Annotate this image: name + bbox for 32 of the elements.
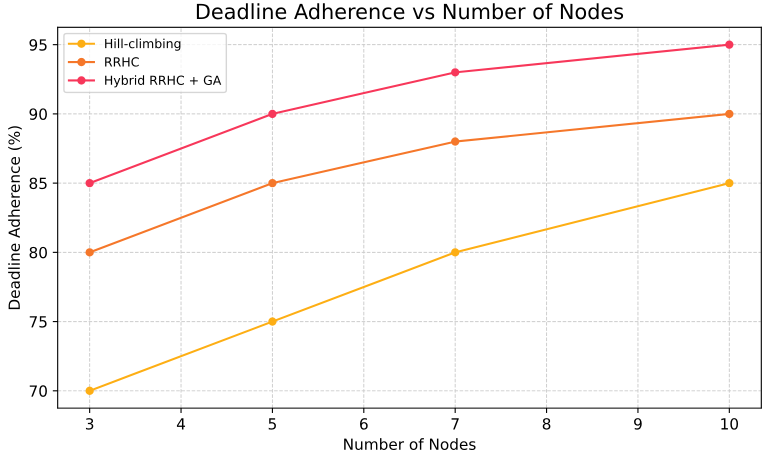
y-tick-label: 85 bbox=[30, 178, 47, 190]
x-tick-label: 5 bbox=[268, 418, 276, 430]
x-tick-label: 4 bbox=[176, 418, 186, 430]
legend-label: RRHC bbox=[105, 57, 139, 67]
point bbox=[725, 178, 734, 188]
x-tick-label: 9 bbox=[634, 418, 642, 430]
x-tick-label: 6 bbox=[360, 418, 368, 430]
y-tick-label: 80 bbox=[30, 246, 47, 258]
x-tick-label: 10 bbox=[721, 418, 738, 430]
x-tick-label: 7 bbox=[452, 418, 459, 430]
point bbox=[85, 248, 94, 257]
y-tick-label: 95 bbox=[29, 39, 47, 51]
x-axis-title: Number of Nodes bbox=[344, 438, 476, 450]
y-tick-label: 90 bbox=[29, 108, 47, 120]
point bbox=[85, 178, 94, 188]
point bbox=[268, 317, 277, 326]
point bbox=[85, 386, 94, 395]
y-tick-label: 75 bbox=[30, 316, 47, 328]
point bbox=[268, 178, 277, 188]
point bbox=[451, 248, 460, 257]
point bbox=[725, 110, 734, 118]
legend-label: Hill-climbing bbox=[105, 38, 180, 51]
point bbox=[451, 137, 460, 146]
point bbox=[725, 40, 734, 49]
point bbox=[268, 110, 277, 118]
x-tick-label: 8 bbox=[542, 418, 550, 430]
x-tick-label: 3 bbox=[86, 418, 94, 430]
legend-label: Hybrid RRHC + GA bbox=[105, 75, 222, 88]
chart-title: Deadline Adherence vs Number of Nodes bbox=[196, 3, 624, 20]
y-axis-title: Deadline Adherence (%) bbox=[8, 126, 22, 310]
point bbox=[451, 68, 460, 77]
y-tick-label: 70 bbox=[30, 385, 47, 397]
